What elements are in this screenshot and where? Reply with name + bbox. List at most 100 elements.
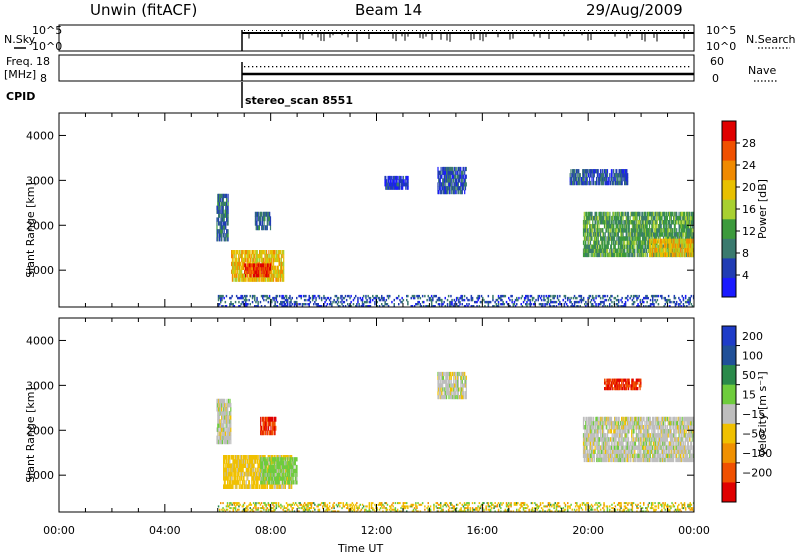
data-cell: [244, 459, 247, 464]
data-cell: [264, 216, 266, 222]
data-cell: [227, 229, 229, 234]
data-cell: [645, 236, 647, 241]
data-cell: [652, 298, 654, 302]
data-cell: [223, 398, 225, 404]
data-cell: [632, 294, 635, 298]
data-cell: [259, 220, 261, 226]
data-cell: [656, 247, 658, 253]
data-cell: [446, 303, 449, 306]
data-cell: [263, 484, 265, 489]
data-cell: [271, 253, 273, 259]
data-cell: [639, 248, 641, 253]
data-cell: [586, 211, 588, 217]
data-cell: [637, 305, 639, 308]
data-cell: [599, 215, 601, 221]
data-cell: [241, 471, 243, 477]
data-cell: [284, 455, 286, 460]
data-cell: [283, 269, 285, 274]
data-cell: [621, 220, 623, 225]
data-cell: [226, 217, 228, 222]
data-cell: [666, 298, 669, 302]
data-cell: [540, 294, 543, 298]
data-cell: [628, 232, 630, 237]
data-cell: [217, 193, 219, 199]
data-cell: [560, 303, 562, 306]
data-cell: [396, 186, 398, 190]
data-cell: [636, 248, 638, 253]
data-cell: [255, 305, 257, 308]
data-cell: [234, 300, 237, 304]
data-cell: [587, 232, 589, 237]
data-cell: [224, 402, 227, 408]
data-cell: [684, 247, 686, 253]
data-cell: [281, 296, 283, 300]
data-cell: [269, 250, 272, 255]
data-cell: [258, 265, 260, 270]
data-cell: [673, 243, 675, 249]
data-cell: [688, 236, 690, 241]
data-cell: [235, 484, 237, 489]
data-cell: [226, 213, 228, 218]
data-cell: [682, 296, 685, 300]
data-cell: [223, 476, 225, 481]
data-cell: [461, 294, 463, 298]
data-cell: [417, 296, 419, 300]
data-cell: [264, 263, 266, 268]
data-cell: [657, 244, 659, 249]
data-cell: [273, 296, 275, 300]
data-cell: [625, 232, 627, 237]
data-cell: [395, 186, 397, 190]
data-cell: [239, 467, 241, 473]
data-cell: [220, 237, 222, 242]
data-cell: [264, 294, 266, 298]
data-cell: [688, 211, 690, 217]
data-cell: [231, 269, 233, 274]
data-cell: [232, 250, 234, 255]
data-cell: [418, 294, 420, 298]
data-cell: [272, 457, 274, 462]
data-cell: [609, 305, 611, 308]
data-cell: [463, 186, 465, 191]
data-cell: [449, 166, 452, 172]
data-cell: [621, 173, 623, 178]
data-cell: [662, 236, 665, 241]
data-cell: [237, 250, 239, 255]
data-cell: [641, 240, 643, 245]
data-cell: [442, 166, 445, 172]
data-cell: [359, 296, 361, 300]
data-cell: [645, 240, 647, 245]
data-cell: [687, 228, 689, 233]
data-cell: [609, 228, 611, 233]
data-cell: [647, 296, 649, 300]
data-cell: [610, 232, 612, 237]
data-cell: [616, 228, 618, 233]
data-cell: [289, 300, 291, 304]
data-cell: [480, 294, 483, 298]
data-cell: [577, 305, 579, 308]
data-cell: [670, 236, 672, 241]
nsearch-dot: [320, 30, 321, 31]
data-cell: [672, 252, 674, 258]
data-cell: [692, 252, 694, 258]
data-cell: [574, 177, 576, 182]
data-cell: [441, 174, 443, 179]
data-cell: [670, 300, 672, 304]
data-cell: [326, 303, 329, 306]
data-cell: [607, 224, 609, 229]
data-cell: [627, 228, 630, 233]
data-cell: [596, 169, 598, 174]
data-cell: [249, 467, 251, 473]
data-cell: [227, 193, 229, 199]
data-cell: [690, 220, 692, 225]
data-cell: [632, 236, 634, 241]
data-cell: [246, 257, 248, 263]
data-cell: [293, 305, 296, 308]
data-cell: [583, 228, 585, 233]
data-cell: [624, 180, 626, 186]
data-cell: [282, 305, 284, 308]
data-cell: [586, 228, 588, 233]
data-cell: [240, 253, 242, 259]
data-cell: [239, 277, 241, 282]
data-cell: [240, 455, 242, 460]
data-cell: [284, 476, 286, 481]
